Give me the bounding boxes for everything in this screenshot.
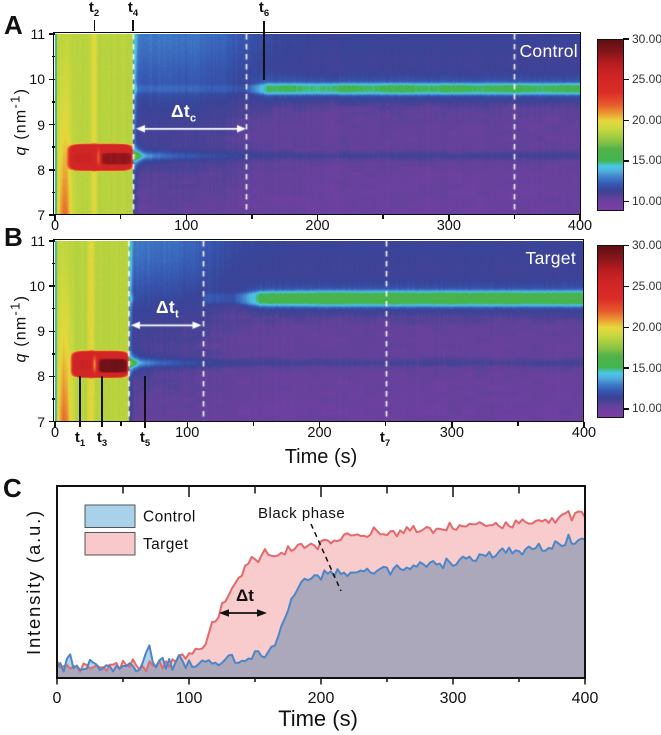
svg-text:Intensity (a.u.): Intensity (a.u.) (23, 509, 44, 655)
svg-text:0: 0 (53, 690, 62, 707)
svg-text:Control: Control (143, 509, 196, 526)
svg-text:C: C (3, 473, 22, 503)
svg-text:Target: Target (143, 536, 189, 553)
svg-text:100: 100 (176, 690, 203, 707)
svg-text:400: 400 (572, 690, 599, 707)
svg-text:Black phase: Black phase (258, 505, 345, 522)
svg-text:200: 200 (308, 690, 335, 707)
svg-text:Δt: Δt (236, 586, 254, 605)
svg-text:Time (s): Time (s) (278, 706, 358, 731)
svg-text:300: 300 (440, 690, 467, 707)
